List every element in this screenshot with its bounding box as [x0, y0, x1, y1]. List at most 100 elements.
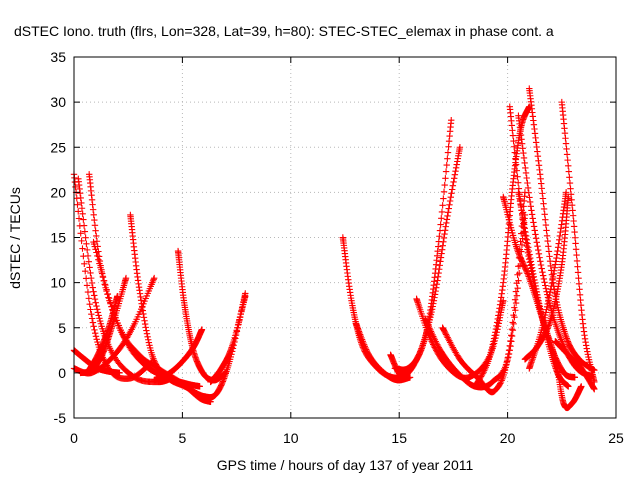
data-point [527, 203, 534, 210]
data-point [513, 292, 521, 299]
data-point [87, 306, 94, 313]
data-point [451, 175, 458, 182]
data-point [503, 361, 510, 368]
data-point [441, 181, 448, 189]
x-tick-label: 0 [70, 430, 78, 446]
data-point [87, 269, 94, 277]
data-point [563, 151, 571, 158]
data-point [571, 374, 579, 381]
data-point [517, 254, 524, 261]
data-point [535, 246, 542, 254]
data-point [546, 258, 554, 265]
data-point [493, 319, 501, 326]
data-point [548, 279, 556, 287]
data-point [97, 264, 104, 271]
data-point [522, 164, 529, 172]
data-point [428, 306, 436, 313]
x-tick-label: 5 [179, 430, 187, 446]
data-point [545, 322, 552, 329]
y-tick-label: 5 [58, 320, 66, 336]
x-tick-label: 10 [283, 430, 299, 446]
data-point [219, 379, 226, 387]
data-point [122, 274, 130, 282]
data-point [355, 328, 363, 335]
data-point [508, 325, 516, 333]
data-point [497, 378, 505, 386]
data-point [85, 295, 93, 302]
data-point [531, 279, 539, 287]
data-point [142, 324, 149, 331]
data-point [524, 240, 531, 247]
data-point [93, 306, 101, 313]
data-point [583, 345, 590, 352]
data-point [144, 333, 151, 340]
data-point [566, 174, 573, 181]
data-point [501, 366, 509, 374]
data-point [544, 323, 552, 331]
data-point [534, 153, 542, 160]
data-point [502, 364, 509, 371]
data-point [141, 317, 148, 324]
data-point [575, 274, 582, 282]
data-point [488, 343, 496, 351]
data-point [545, 243, 552, 250]
data-point [540, 275, 548, 283]
data-point [436, 266, 443, 273]
data-point [543, 327, 550, 335]
y-tick-label: 35 [50, 49, 66, 65]
data-point [235, 319, 242, 326]
data-point [539, 272, 547, 279]
data-point [539, 195, 547, 202]
data-point [534, 148, 541, 155]
data-point [568, 196, 575, 204]
data-point [531, 227, 538, 234]
data-point [430, 297, 438, 304]
data-point [218, 380, 225, 388]
data-point [522, 232, 530, 240]
data-point [443, 219, 450, 227]
data-point [538, 185, 545, 192]
data-point [536, 303, 543, 310]
data-point [522, 266, 529, 273]
data-point [510, 320, 517, 328]
data-point [524, 271, 532, 279]
data-point [509, 326, 517, 334]
y-tick-label: 0 [58, 365, 66, 381]
data-point [453, 161, 460, 168]
data-point [425, 322, 432, 329]
data-point [518, 140, 526, 147]
data-point [94, 252, 101, 260]
series-arc-08 [83, 292, 121, 377]
data-point [532, 235, 540, 242]
data-point [100, 277, 108, 284]
data-point [514, 173, 521, 180]
y-tick-label: 15 [50, 230, 66, 246]
data-point [530, 270, 537, 277]
data-point [491, 332, 498, 339]
data-point [522, 228, 529, 236]
data-point [448, 186, 456, 193]
data-point [509, 319, 516, 326]
x-axis-label: GPS time / hours of day 137 of year 2011 [217, 457, 474, 473]
y-axis-label: dSTEC / TECUs [7, 187, 23, 289]
data-point [78, 199, 85, 207]
data-point [547, 285, 554, 293]
data-point [432, 287, 439, 295]
data-point [537, 258, 544, 265]
data-point [441, 230, 448, 238]
data-point [494, 315, 501, 323]
data-point [480, 369, 487, 376]
data-point [508, 332, 516, 340]
series-arc-28 [552, 338, 598, 393]
series-arc-10 [151, 326, 206, 384]
data-point [81, 260, 88, 267]
data-point [520, 154, 528, 162]
data-point [575, 280, 583, 288]
series-arc-14 [352, 320, 414, 384]
data-point [535, 300, 543, 307]
data-point [242, 292, 249, 300]
data-point [103, 286, 110, 293]
data-point [570, 217, 577, 225]
data-point [140, 314, 148, 321]
data-point [91, 295, 99, 303]
